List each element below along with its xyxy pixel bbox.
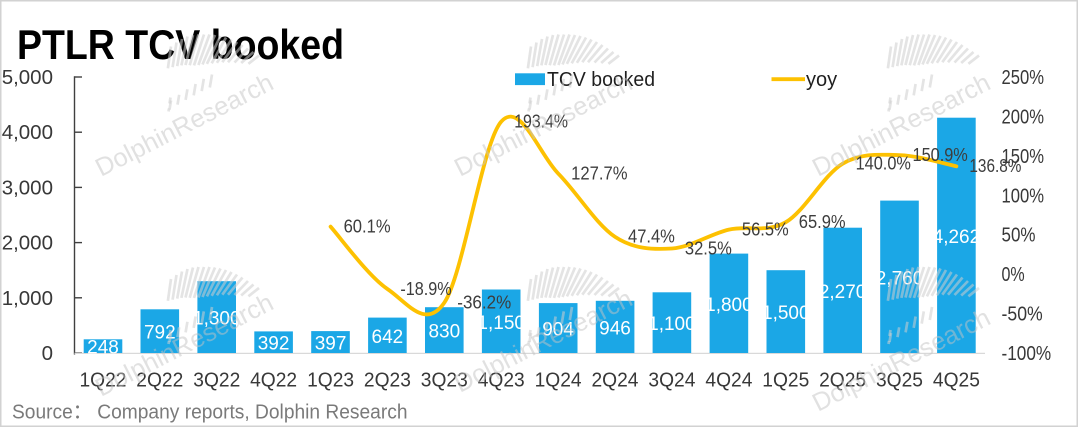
svg-text:4Q24: 4Q24 <box>705 369 752 392</box>
svg-text:3Q25: 3Q25 <box>876 369 923 392</box>
svg-text:-100%: -100% <box>1002 342 1052 365</box>
svg-text:65.9%: 65.9% <box>799 211 846 232</box>
svg-text:1,800: 1,800 <box>705 295 753 316</box>
svg-text:-36.2%: -36.2% <box>457 292 511 313</box>
svg-text:2,000: 2,000 <box>2 232 53 255</box>
svg-text:4Q23: 4Q23 <box>478 369 525 392</box>
svg-text:56.5%: 56.5% <box>742 219 789 240</box>
svg-text:150.9%: 150.9% <box>913 144 968 165</box>
svg-text:0%: 0% <box>1002 263 1025 286</box>
svg-text:1,100: 1,100 <box>648 314 696 335</box>
svg-text:1,300: 1,300 <box>193 309 241 330</box>
svg-text:830: 830 <box>428 322 460 343</box>
svg-text:792: 792 <box>144 323 176 344</box>
svg-text:2,270: 2,270 <box>819 282 867 303</box>
svg-text:1,000: 1,000 <box>2 287 53 310</box>
svg-text:1Q22: 1Q22 <box>80 369 127 392</box>
svg-text:1,150: 1,150 <box>477 313 525 334</box>
svg-text:-50%: -50% <box>1002 303 1043 326</box>
svg-text:50%: 50% <box>1002 224 1036 247</box>
svg-text:946: 946 <box>599 318 631 339</box>
svg-text:32.5%: 32.5% <box>685 237 732 258</box>
svg-text:642: 642 <box>372 327 404 348</box>
svg-text:2Q22: 2Q22 <box>136 369 183 392</box>
svg-text:3,000: 3,000 <box>2 176 53 199</box>
svg-text:4Q25: 4Q25 <box>933 369 980 392</box>
svg-text:4,000: 4,000 <box>2 121 53 144</box>
svg-text:100%: 100% <box>1002 184 1045 207</box>
svg-text:397: 397 <box>315 334 347 355</box>
svg-text:150%: 150% <box>1002 145 1045 168</box>
svg-text:1Q24: 1Q24 <box>535 369 582 392</box>
svg-text:3Q23: 3Q23 <box>421 369 468 392</box>
svg-text:392: 392 <box>258 334 290 355</box>
svg-text:200%: 200% <box>1002 105 1045 128</box>
svg-text:yoy: yoy <box>806 69 837 91</box>
svg-text:248: 248 <box>87 338 119 359</box>
svg-text:250%: 250% <box>1002 66 1045 89</box>
svg-text:127.7%: 127.7% <box>571 162 627 183</box>
svg-text:136.8%: 136.8% <box>969 155 1021 176</box>
svg-text:TCV booked: TCV booked <box>547 69 655 91</box>
svg-text:5,000: 5,000 <box>2 66 53 89</box>
svg-text:904: 904 <box>542 320 574 341</box>
svg-text:193.4%: 193.4% <box>514 111 568 132</box>
svg-text:1Q23: 1Q23 <box>307 369 354 392</box>
svg-text:3Q24: 3Q24 <box>648 369 695 392</box>
svg-text:1,500: 1,500 <box>762 303 810 324</box>
svg-text:0: 0 <box>42 342 53 365</box>
svg-text:1Q25: 1Q25 <box>762 369 809 392</box>
svg-text:4Q22: 4Q22 <box>250 369 297 392</box>
svg-text:60.1%: 60.1% <box>344 216 391 237</box>
svg-text:47.4%: 47.4% <box>628 226 675 247</box>
svg-text:4,262: 4,262 <box>933 227 981 248</box>
svg-text:Source： Company reports, Dolp: Source： Company reports, Dolphin Researc… <box>12 401 408 424</box>
svg-text:2Q24: 2Q24 <box>592 369 639 392</box>
svg-text:-18.9%: -18.9% <box>400 278 451 299</box>
svg-text:3Q22: 3Q22 <box>193 369 240 392</box>
svg-text:140.0%: 140.0% <box>856 153 911 174</box>
svg-text:2Q25: 2Q25 <box>819 369 866 392</box>
svg-text:2Q23: 2Q23 <box>364 369 411 392</box>
